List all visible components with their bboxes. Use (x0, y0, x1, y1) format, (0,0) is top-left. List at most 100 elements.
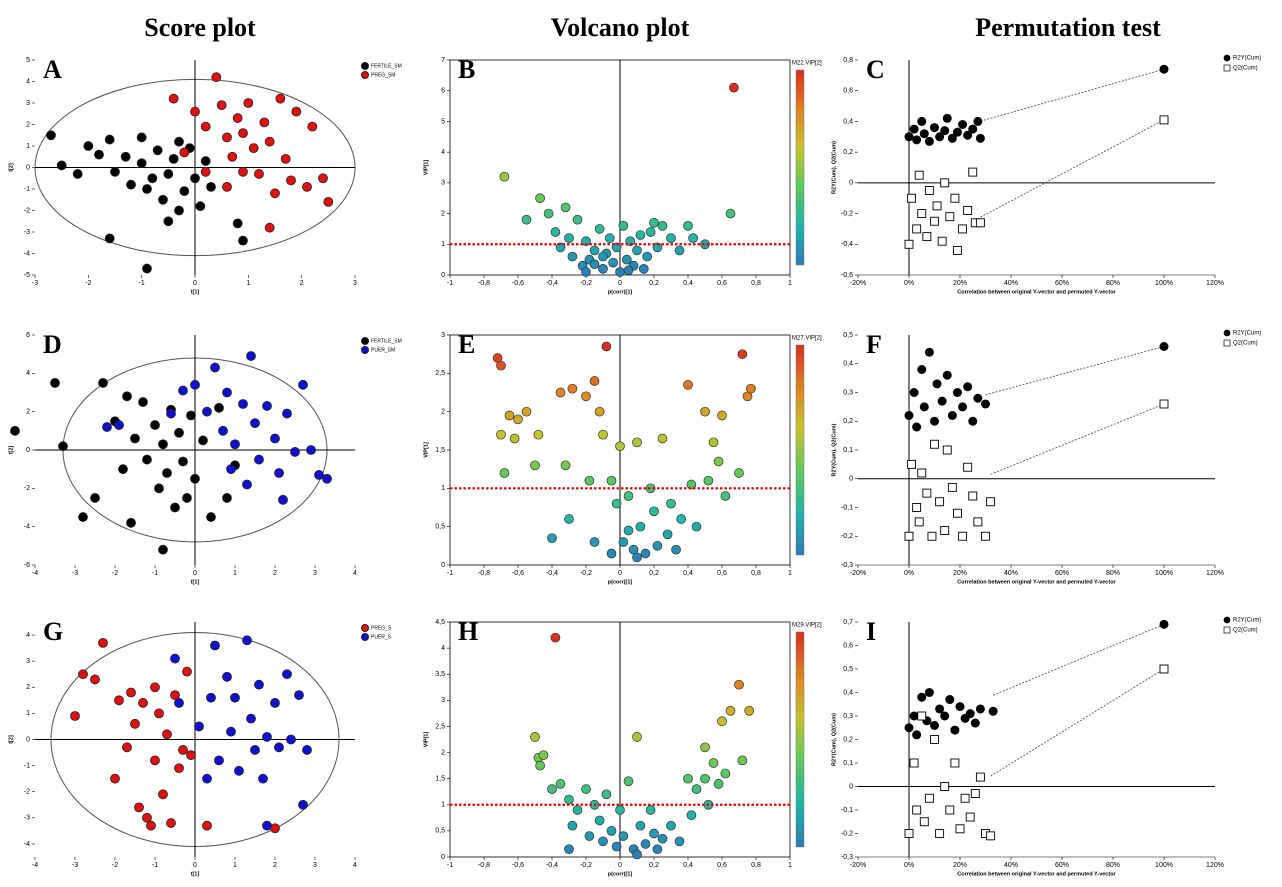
panel-letter: F (866, 330, 882, 359)
colorbar (795, 631, 805, 848)
y-tick-label: -4 (24, 524, 30, 531)
legend-marker (361, 337, 369, 345)
score-point (179, 147, 190, 158)
r2y-point (912, 422, 922, 432)
volcano-point (589, 245, 600, 256)
volcano-point (509, 433, 520, 444)
y-tick-label: 3,5 (435, 671, 445, 678)
q2-point (935, 497, 945, 507)
q2-point (1159, 115, 1169, 125)
volcano-point (676, 514, 687, 524)
y-tick-label: 4 (26, 632, 30, 639)
y-tick-label: 0,1 (843, 760, 853, 767)
y-tick-label: -4 (24, 250, 30, 257)
score-point (50, 378, 60, 388)
q2-point (1159, 664, 1169, 674)
score-point (138, 698, 148, 708)
y-tick-label: -2 (24, 485, 30, 492)
x-tick-label: 0,2 (649, 862, 659, 869)
regression-line (985, 346, 1165, 396)
volcano-point (567, 383, 578, 394)
volcano-point (700, 406, 710, 417)
y-tick-label: -3 (24, 815, 30, 822)
r2y-point (1159, 619, 1169, 629)
volcano-point (606, 548, 617, 559)
r2y-point (942, 370, 952, 380)
score-point (179, 186, 190, 197)
y-tick-label: -1 (24, 762, 30, 769)
x-tick-label: 0% (904, 280, 914, 287)
score-point (146, 820, 156, 831)
x-tick-label: 20% (953, 862, 967, 869)
volcano-point (618, 537, 629, 547)
q2-point (904, 531, 914, 541)
legend-label: PREG_SM (371, 72, 395, 78)
score-point (232, 113, 243, 123)
score-point (290, 447, 300, 457)
x-tick-label: -1 (152, 862, 158, 869)
score-point (158, 194, 168, 205)
score-point (150, 682, 160, 693)
x-axis-label: Correlation between original Y-vector an… (957, 579, 1116, 585)
volcano-point (632, 552, 642, 563)
x-tick-label: 0,6 (717, 862, 727, 869)
score-point (302, 181, 312, 192)
x-tick-label: -4 (32, 570, 38, 577)
x-axis-label: p(corr)[1] (608, 289, 633, 295)
q2-point (965, 812, 975, 822)
colorbar (795, 344, 805, 556)
x-tick-label: 0,8 (751, 570, 761, 577)
volcano-point (700, 742, 710, 753)
legend-marker (1223, 616, 1231, 624)
y-tick-label: 0,5 (435, 828, 445, 835)
x-axis-label: Correlation between original Y-vector an… (957, 871, 1116, 877)
y-axis-label: t[2] (8, 735, 14, 744)
score-point (200, 121, 211, 132)
score-point (238, 399, 248, 409)
q2-point (924, 793, 934, 803)
volcano-point (666, 498, 676, 509)
q2-point (935, 829, 945, 838)
r2y-point (909, 388, 919, 397)
score-point (150, 420, 160, 430)
y-tick-label: -0,4 (841, 241, 853, 248)
score-point (126, 687, 136, 698)
x-tick-label: -0,8 (478, 862, 490, 869)
r2y-point (940, 711, 950, 721)
volcano-point (496, 429, 506, 440)
q2-point (960, 793, 970, 803)
score-point (222, 387, 232, 398)
q2-point (947, 482, 957, 492)
q2-point (963, 206, 973, 215)
score-point (178, 456, 188, 467)
volcano-point (746, 383, 756, 394)
volcano-point (598, 836, 608, 847)
y-tick-label: 1,5 (435, 447, 445, 454)
volcano-point (734, 468, 744, 478)
score-point (110, 166, 120, 177)
x-tick-label: -0,4 (546, 570, 558, 577)
x-tick-label: 1 (233, 862, 237, 869)
x-tick-label: -1 (139, 280, 145, 287)
q2-point (917, 468, 927, 478)
x-tick-label: 0 (618, 570, 622, 577)
legend-label: FERTILE_SM (371, 63, 402, 69)
y-tick-label: 0,4 (843, 361, 853, 368)
volcano-point (652, 540, 663, 551)
q2-point (907, 459, 916, 469)
volcano-point (547, 784, 557, 794)
volcano-point (560, 460, 571, 471)
r2y-point (924, 347, 934, 357)
y-tick-label: 4 (441, 149, 445, 156)
score-point (262, 401, 272, 411)
volcano-point (688, 233, 698, 243)
score-point (126, 179, 136, 190)
score-point (118, 464, 128, 475)
volcano-point (683, 221, 693, 231)
score-point (162, 729, 172, 740)
score-point (202, 820, 212, 831)
colorbar (795, 69, 805, 266)
volcano-point (729, 82, 739, 93)
y-tick-label: 1 (26, 710, 30, 717)
score-point (163, 169, 174, 179)
